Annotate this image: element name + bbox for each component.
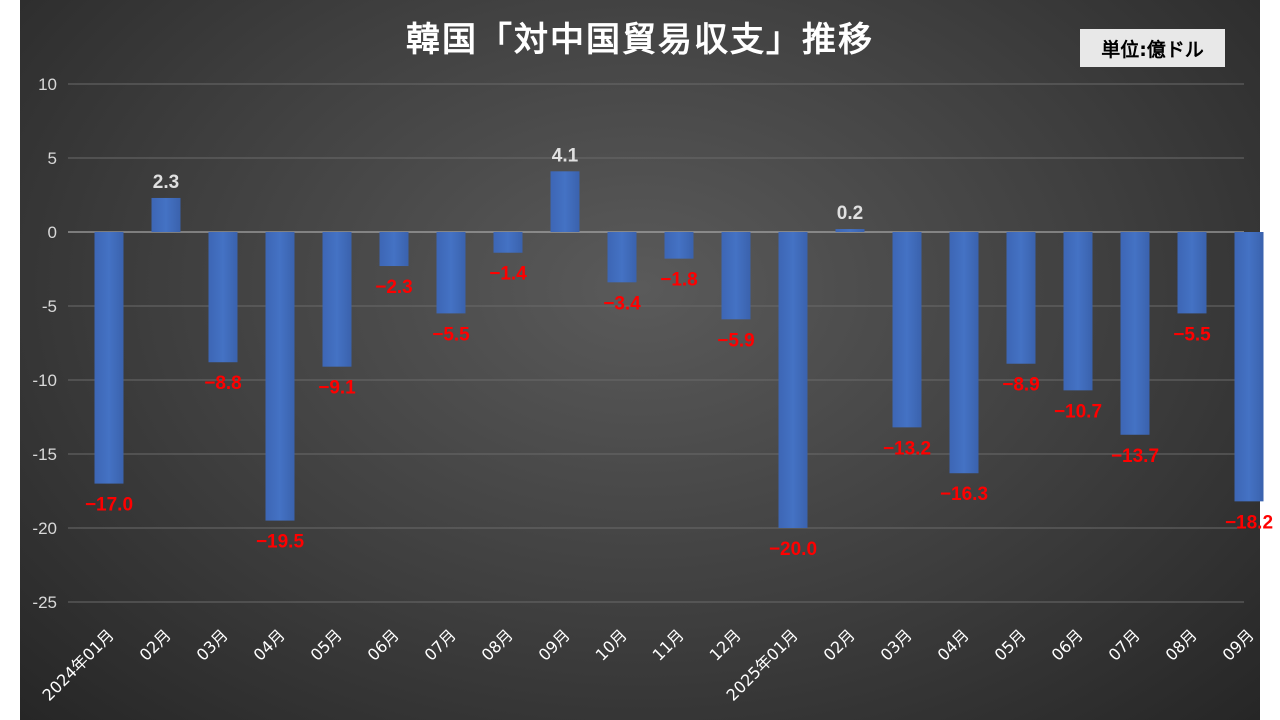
bar	[322, 232, 352, 367]
data-label: −5.5	[432, 324, 470, 345]
x-tick-label: 08月	[478, 625, 517, 664]
bar	[778, 232, 808, 528]
x-tick-label: 04月	[250, 625, 289, 664]
y-tick-label: -5	[42, 297, 57, 316]
data-label: −10.7	[1054, 401, 1102, 422]
x-tick-label: 12月	[706, 625, 745, 664]
data-label: 4.1	[552, 145, 579, 166]
bar	[151, 197, 181, 232]
bar	[493, 232, 523, 253]
bar	[721, 232, 751, 320]
bar	[1234, 232, 1264, 502]
chart-title: 韓国「対中国貿易収支」推移	[406, 20, 874, 60]
bar	[208, 232, 238, 363]
x-tick-label: 02月	[820, 625, 859, 664]
data-label: −20.0	[769, 539, 817, 560]
bar	[1177, 232, 1207, 314]
bar	[1120, 232, 1150, 435]
bar	[607, 232, 637, 283]
bar	[94, 232, 124, 484]
y-tick-label: 0	[48, 223, 57, 242]
x-tick-label: 05月	[991, 625, 1030, 664]
data-label: −13.7	[1111, 446, 1159, 467]
x-tick-label: 2024年01月	[39, 625, 118, 704]
data-label: −16.3	[940, 484, 988, 505]
data-label: −13.2	[883, 438, 931, 459]
x-tick-label: 03月	[877, 625, 916, 664]
bar	[379, 232, 409, 267]
data-label: −8.9	[1002, 375, 1040, 396]
bar	[835, 229, 865, 232]
x-tick-label: 09月	[1219, 625, 1258, 664]
bar	[949, 232, 979, 474]
y-tick-label: -25	[32, 593, 57, 612]
x-tick-label: 03月	[193, 625, 232, 664]
y-tick-label: 5	[48, 149, 57, 168]
bar	[550, 171, 580, 232]
data-label: −19.5	[256, 532, 305, 553]
data-label: −1.8	[660, 270, 698, 291]
bar	[892, 232, 922, 428]
data-label: −3.4	[603, 293, 641, 314]
x-tick-label: 05月	[307, 625, 346, 664]
x-tick-label: 09月	[535, 625, 574, 664]
data-label: 0.2	[837, 203, 863, 224]
x-tick-label: 06月	[1048, 625, 1087, 664]
bar	[265, 232, 295, 521]
x-tick-label: 08月	[1162, 625, 1201, 664]
unit-label: 単位:億ドル	[1080, 29, 1225, 67]
x-tick-label: 07月	[421, 625, 460, 664]
x-tick-label: 07月	[1105, 625, 1144, 664]
x-tick-label: 02月	[136, 625, 175, 664]
data-label: −1.4	[489, 264, 527, 285]
x-tick-label: 10月	[592, 625, 631, 664]
data-label: −5.5	[1173, 324, 1211, 345]
bar	[1063, 232, 1093, 391]
x-tick-label: 06月	[364, 625, 403, 664]
bar	[1006, 232, 1036, 364]
data-label: −5.9	[717, 330, 755, 351]
data-label: 2.3	[153, 172, 179, 193]
y-tick-label: 10	[38, 75, 57, 94]
bar	[436, 232, 466, 314]
y-tick-label: -20	[32, 519, 57, 538]
x-tick-label: 11月	[649, 625, 688, 664]
data-label: −18.2	[1225, 512, 1273, 533]
y-tick-label: -15	[32, 445, 57, 464]
bar	[664, 232, 694, 259]
y-tick-label: -10	[32, 371, 57, 390]
data-label: −17.0	[85, 495, 133, 516]
data-label: −9.1	[318, 378, 356, 399]
data-label: −2.3	[375, 277, 413, 298]
data-label: −8.8	[204, 373, 242, 394]
x-tick-label: 04月	[934, 625, 973, 664]
